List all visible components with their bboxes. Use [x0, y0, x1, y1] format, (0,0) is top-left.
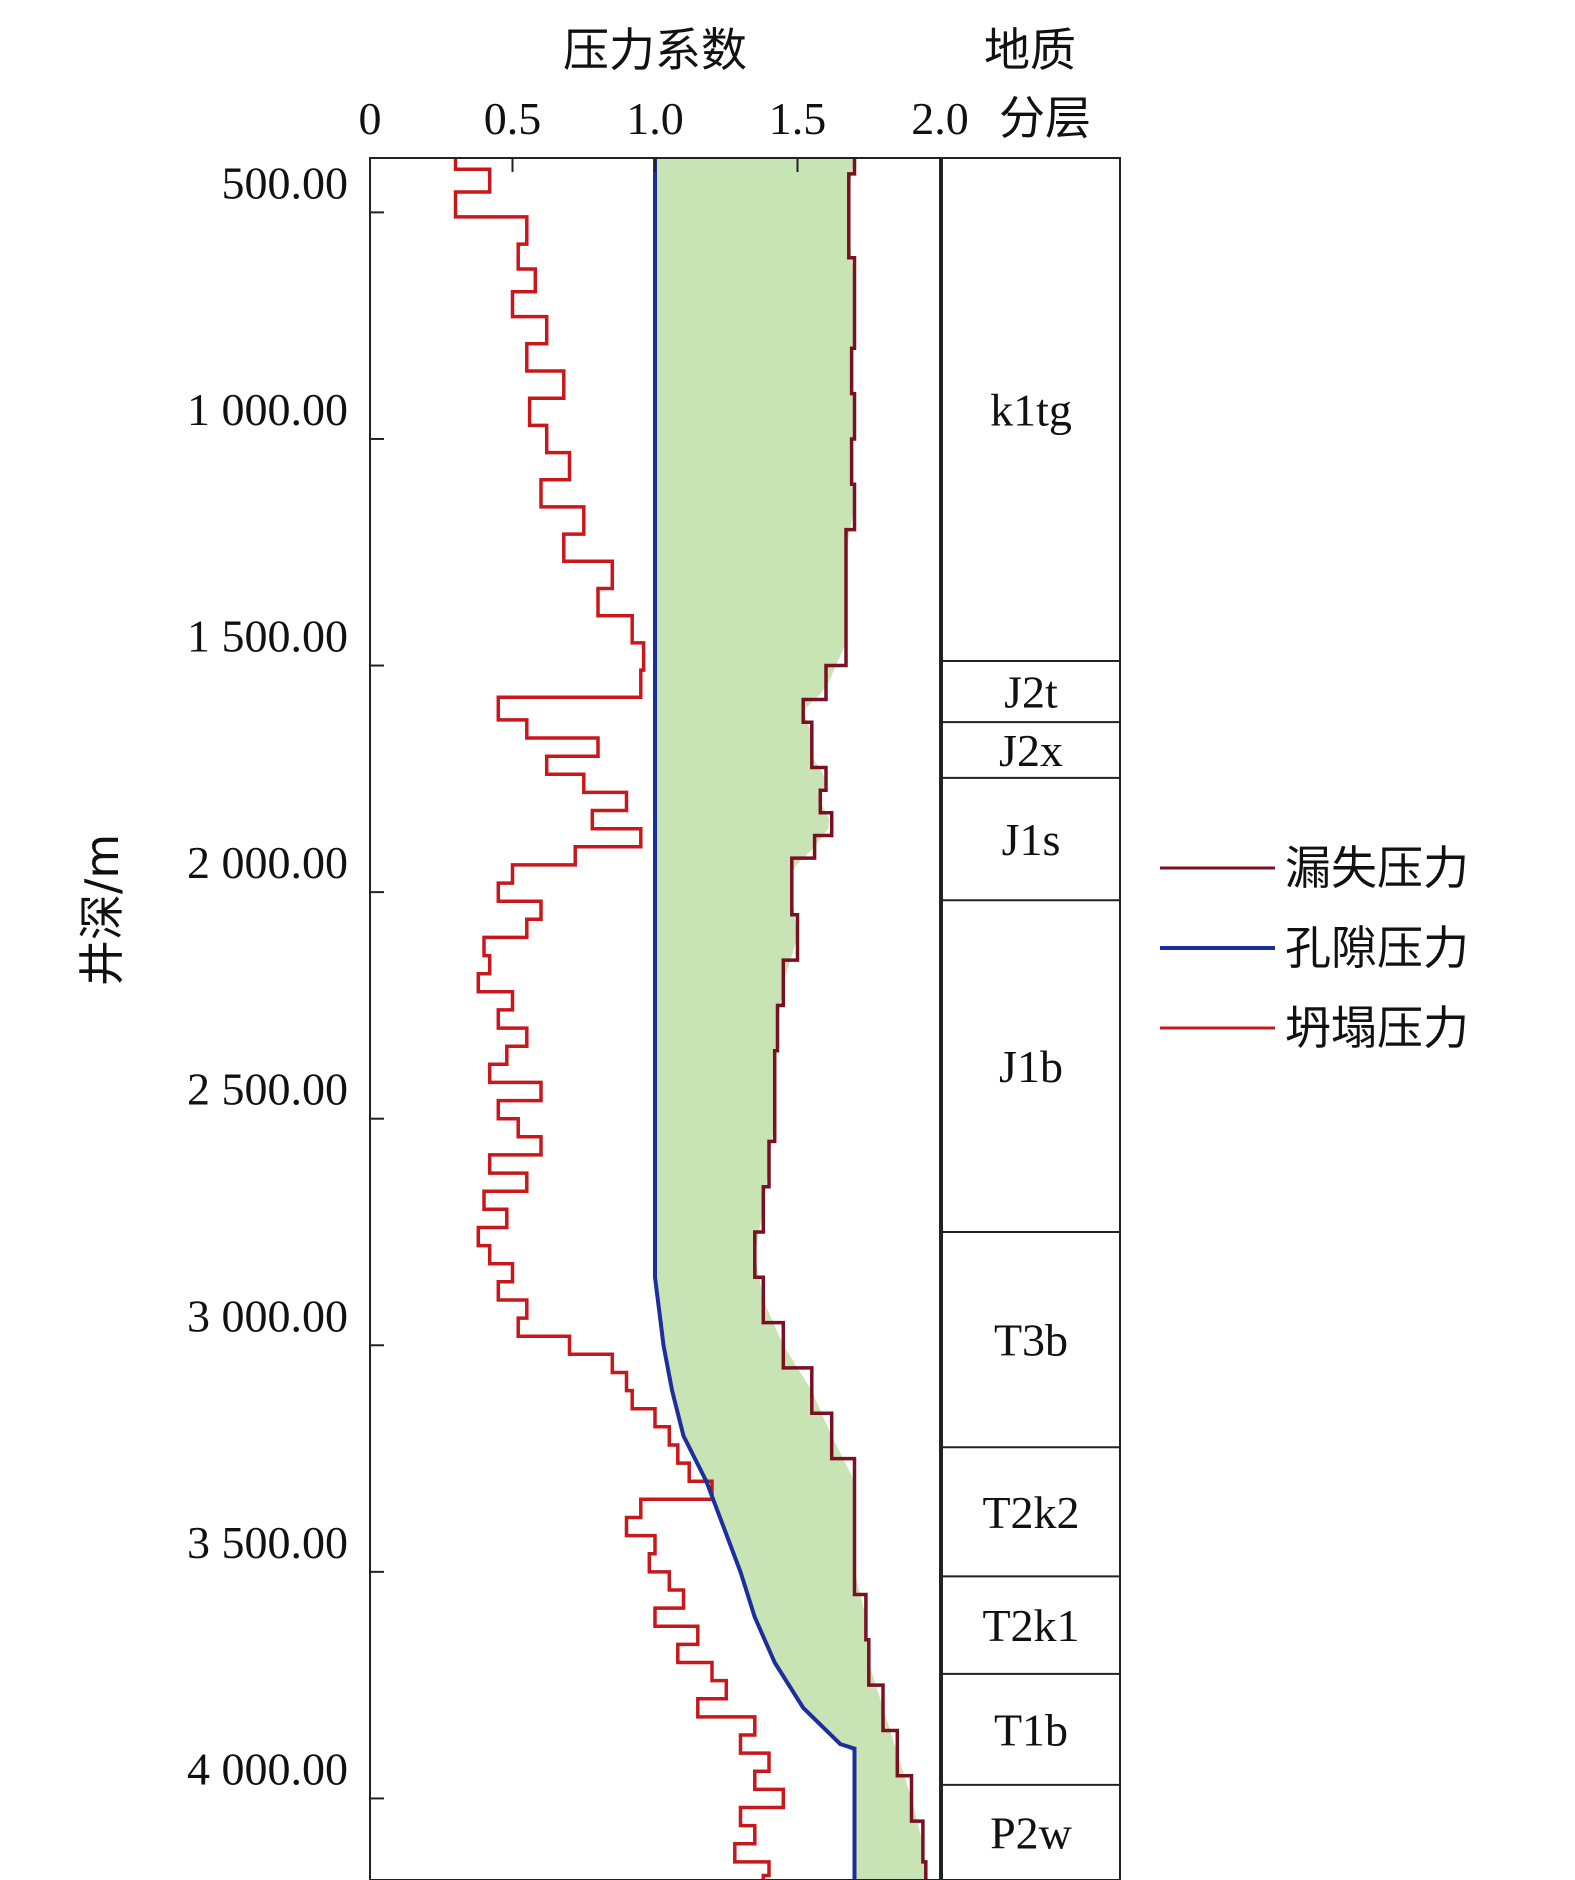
- y-tick-label: 4 000.00: [187, 1743, 348, 1794]
- strata-label: T1b: [994, 1704, 1068, 1755]
- legend-label: 孔隙压力: [1285, 921, 1469, 975]
- loss-pressure-line: [753, 158, 928, 1880]
- strata-label: J1b: [999, 1041, 1063, 1092]
- y-axis-title: 井深/m: [75, 834, 129, 986]
- y-tick-label: 3 500.00: [187, 1517, 348, 1568]
- strata-label: T2k2: [982, 1487, 1079, 1538]
- strata-label: T2k1: [982, 1600, 1079, 1651]
- x-tick-label: 1.0: [626, 93, 684, 144]
- strata-label: J2x: [999, 725, 1063, 776]
- y-tick-label: 3 000.00: [187, 1290, 348, 1341]
- axes-layer: 压力系数 地质 分层 井深/m 0 0.5 1.0 1.5 2.0 500.00 1 000…: [75, 23, 1121, 1880]
- y-tick-label: 1 500.00: [187, 611, 348, 662]
- x-tick-label: 2.0: [911, 93, 969, 144]
- collapse-pressure-line: [453, 158, 786, 1880]
- y-tick-label: 2 000.00: [187, 837, 348, 888]
- strata-frame: [941, 157, 1121, 1880]
- legend-label: 坍塌压力: [1285, 1001, 1469, 1055]
- x-tick-label: 0.5: [484, 93, 542, 144]
- x-tick-label: 1.5: [769, 93, 827, 144]
- y-tick-label: 500.00: [222, 157, 349, 208]
- strata-label: J2t: [1004, 667, 1058, 718]
- y-tick-label: 2 500.00: [187, 1064, 348, 1115]
- strata-label: P2w: [990, 1807, 1073, 1858]
- series-layer: [453, 158, 928, 1880]
- y-tick-label: 1 000.00: [187, 384, 348, 435]
- x-tick-label: 0: [359, 93, 382, 144]
- strata-title-line2: 分层: [999, 91, 1091, 145]
- pore-pressure-line: [653, 158, 857, 1880]
- strata-title-line1: 地质: [984, 23, 1076, 77]
- strata-label: T3b: [994, 1315, 1068, 1366]
- safe-window-area: [655, 158, 926, 1880]
- legend-label: 漏失压力: [1285, 841, 1469, 895]
- x-axis-title: 压力系数: [563, 23, 747, 77]
- strata-label: J1s: [1002, 814, 1061, 865]
- strata-label: k1tg: [990, 385, 1072, 436]
- safe-window-layer: [655, 158, 926, 1880]
